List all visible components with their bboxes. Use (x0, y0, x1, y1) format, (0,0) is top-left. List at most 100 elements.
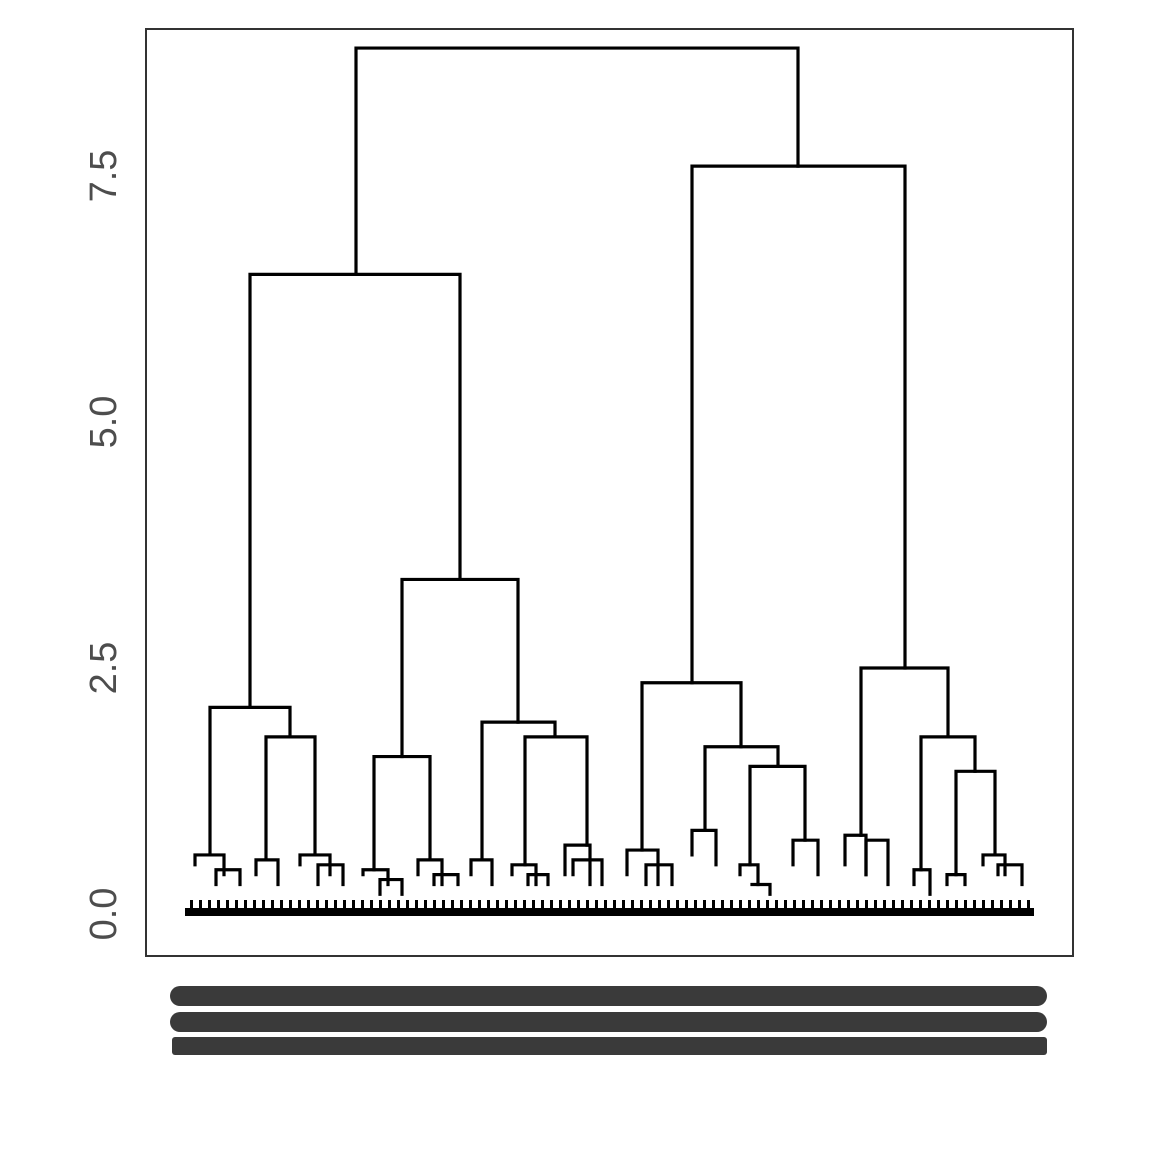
leaf-stub (460, 900, 463, 912)
leaf-stub (766, 900, 769, 912)
subcluster-link (361, 868, 390, 887)
leaf-stub (640, 900, 643, 912)
subcluster-link (750, 882, 772, 896)
leaf-stub (631, 900, 634, 912)
leaf-stub (946, 900, 949, 912)
leaf-stub (982, 900, 985, 912)
subcluster-link (214, 868, 242, 887)
leaf-stub (496, 900, 499, 912)
link-left-right-b (480, 720, 557, 862)
leaf-stub (532, 900, 535, 912)
subcluster-link (996, 863, 1024, 887)
leaf-stub (739, 900, 742, 912)
leaf-baseline-bar (185, 908, 1034, 916)
leaf-stub (289, 900, 292, 912)
leaf-stub (541, 900, 544, 912)
leaf-stub (613, 900, 616, 912)
leaf-stub (1018, 900, 1021, 912)
leaf-stub (721, 900, 724, 912)
subcluster-link (690, 828, 718, 867)
leaf-stub (262, 900, 265, 912)
leaf-stub (478, 900, 481, 912)
subcluster-link (416, 858, 444, 887)
leaf-stub (685, 900, 688, 912)
plot-panel-border (145, 28, 1074, 957)
leaf-stub (235, 900, 238, 912)
leaf-stub (1027, 900, 1030, 912)
leaf-stub (676, 900, 679, 912)
leaf-stub (820, 900, 823, 912)
leaf-stub (775, 900, 778, 912)
subcluster-link (791, 838, 820, 877)
leaf-stub (991, 900, 994, 912)
leaf-stub (559, 900, 562, 912)
y-tick-label-0: 0.0 (83, 888, 125, 941)
subcluster-link (864, 838, 890, 887)
leaf-stub (793, 900, 796, 912)
leaf-stub (838, 900, 841, 912)
leaf-label-row-1 (170, 986, 1047, 1006)
link-root (354, 46, 800, 276)
y-tick-labels: 0.0 2.5 5.0 7.5 (83, 150, 125, 941)
link-right-right-c (954, 769, 997, 877)
leaf-stub (694, 900, 697, 912)
leaf-stub (937, 900, 940, 912)
leaf-stub (199, 900, 202, 912)
leaf-stub (964, 900, 967, 912)
leaf-stub (586, 900, 589, 912)
leaf-stub (334, 900, 337, 912)
leaf-stub (955, 900, 958, 912)
y-tick-label-1: 2.5 (83, 642, 125, 695)
leaf-stub (442, 900, 445, 912)
leaf-stub (550, 900, 553, 912)
leaf-stub (811, 900, 814, 912)
leaf-stub (730, 900, 733, 912)
leaf-stub (388, 900, 391, 912)
link-right-left-c (748, 764, 807, 867)
leaf-stub (343, 900, 346, 912)
leaf-stub (604, 900, 607, 912)
leaf-stub (901, 900, 904, 912)
leaf-baseline (185, 900, 1034, 916)
leaf-stub (667, 900, 670, 912)
leaf-stub (919, 900, 922, 912)
leaf-stub (874, 900, 877, 912)
leaf-stub (361, 900, 364, 912)
leaf-labels (170, 986, 1047, 1055)
leaf-label-row-2 (170, 1012, 1047, 1032)
subcluster-link (526, 873, 550, 887)
leaf-stub (415, 900, 418, 912)
subcluster-link (912, 868, 932, 896)
leaf-stub (973, 900, 976, 912)
subcluster-link (193, 853, 226, 877)
leaf-stub (703, 900, 706, 912)
leaf-stub (487, 900, 490, 912)
leaf-stub (370, 900, 373, 912)
leaf-stub (316, 900, 319, 912)
leaf-stub (847, 900, 850, 912)
leaf-stub (658, 900, 661, 912)
leaf-stub (712, 900, 715, 912)
link-left-left (208, 705, 292, 857)
subcluster-link (644, 863, 674, 887)
dendrogram-links (193, 46, 1024, 896)
leaf-stub (208, 900, 211, 912)
leaf-stub (469, 900, 472, 912)
leaf-stub (622, 900, 625, 912)
leaf-stub (784, 900, 787, 912)
leaf-stub (505, 900, 508, 912)
leaf-stub (190, 900, 193, 912)
leaf-stub (568, 900, 571, 912)
link-left-right-c (523, 735, 589, 867)
leaf-stub (406, 900, 409, 912)
subcluster-link (316, 863, 345, 887)
subcluster-link (843, 833, 868, 877)
link-right-right (859, 666, 950, 837)
subcluster-link (625, 848, 660, 887)
leaf-label-row-3 (172, 1037, 1047, 1055)
link-left-cluster (248, 272, 462, 709)
y-tick-label-2: 5.0 (83, 396, 125, 449)
leaf-stub (802, 900, 805, 912)
subcluster-link (469, 858, 494, 887)
subcluster-link (738, 863, 760, 887)
